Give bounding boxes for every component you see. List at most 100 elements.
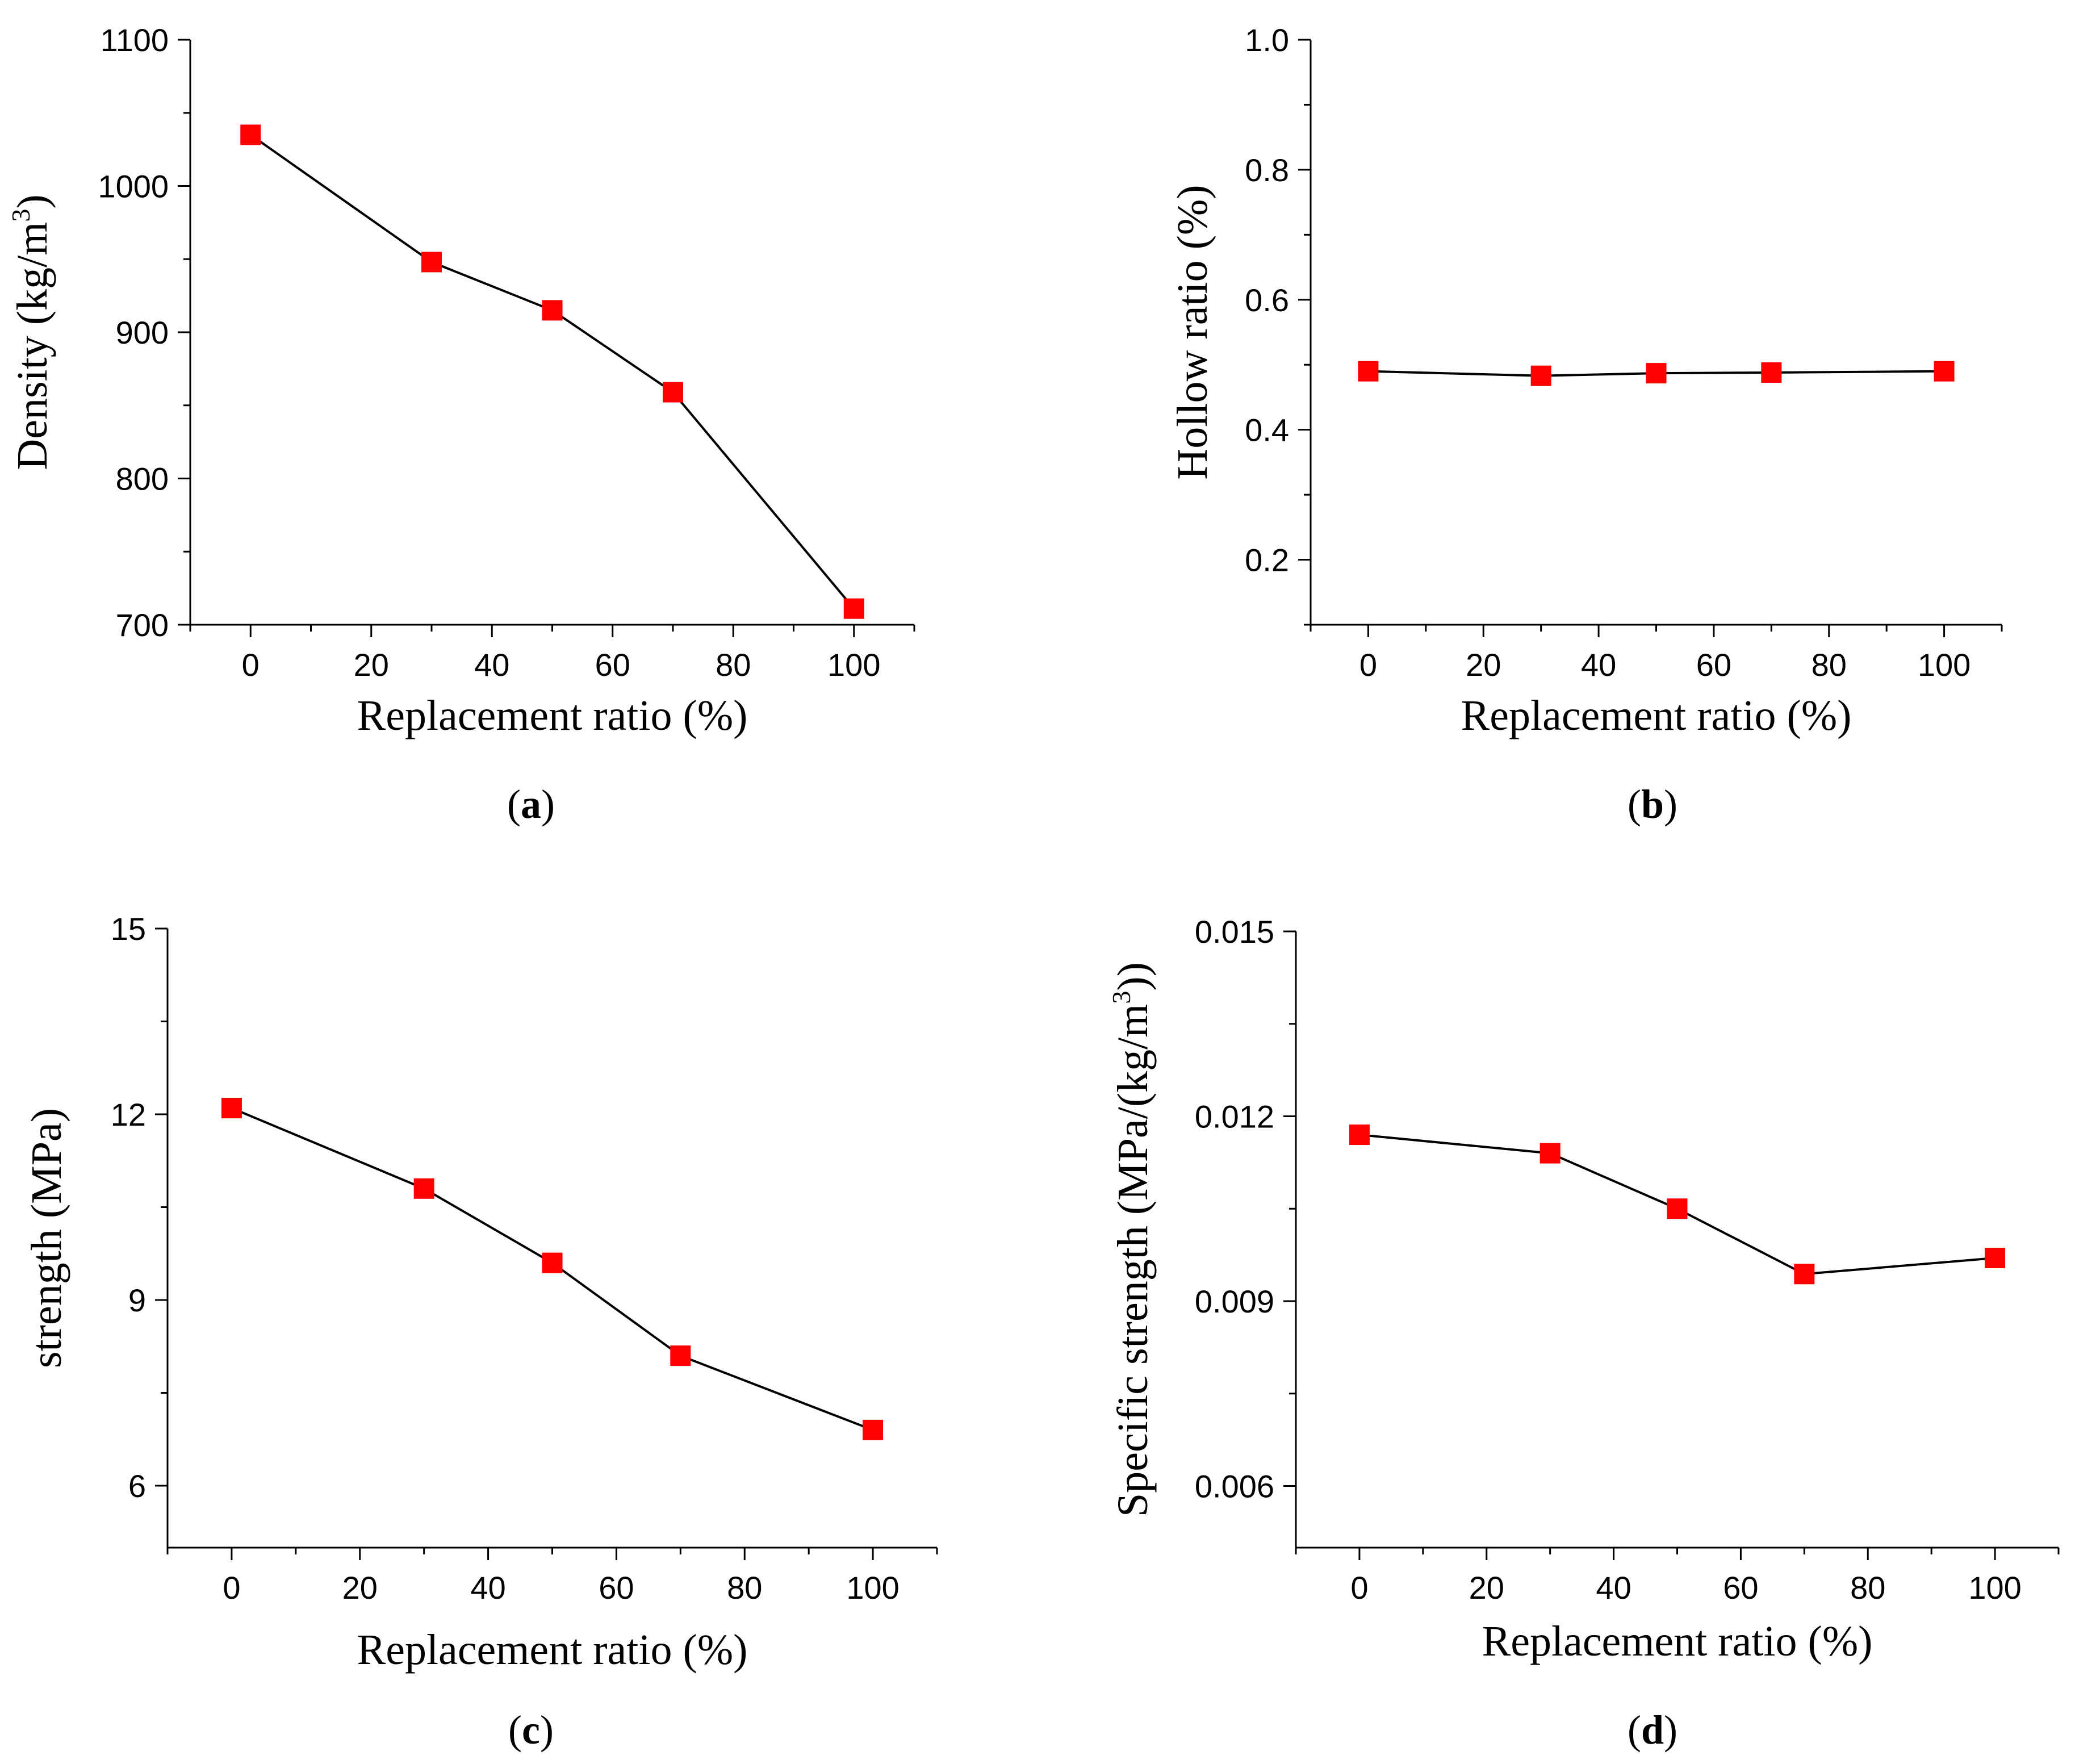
y-axis-label: Density (kg/m3) bbox=[6, 194, 56, 470]
data-point-marker bbox=[221, 1098, 242, 1119]
x-axis-label: Replacement ratio (%) bbox=[1461, 692, 1852, 739]
data-point-marker bbox=[542, 1252, 563, 1273]
y-tick-label: 900 bbox=[116, 315, 169, 350]
x-tick-label: 20 bbox=[1469, 1570, 1504, 1606]
panel-label-letter: d bbox=[1641, 1707, 1664, 1753]
data-point-marker bbox=[542, 300, 563, 321]
data-point-marker bbox=[1539, 1143, 1561, 1164]
data-point-marker bbox=[1985, 1248, 2006, 1269]
chart-panel-b: 0 20 40 60 80 100 0.2 0.4 0.6 0.8 1.0 Replacement r… bbox=[1169, 22, 2003, 827]
y-tick-label: 15 bbox=[111, 911, 146, 947]
y-axis-label: strength (MPa) bbox=[23, 1108, 70, 1368]
data-point-marker bbox=[421, 252, 442, 273]
panel-label: (b) bbox=[1628, 781, 1677, 827]
data-point-marker bbox=[1667, 1198, 1688, 1219]
y-tick-label: 1100 bbox=[101, 22, 169, 58]
x-tick-label: 80 bbox=[716, 647, 751, 683]
y-tick-label: 800 bbox=[116, 461, 169, 497]
x-tick-label: 40 bbox=[474, 647, 509, 683]
y-tick-label: 0.006 bbox=[1195, 1469, 1274, 1504]
x-tick-label: 20 bbox=[1466, 647, 1501, 683]
y-tick-label: 0.4 bbox=[1245, 412, 1289, 448]
panel-label-close: ) bbox=[1664, 1707, 1677, 1753]
x-tick-label: 60 bbox=[1696, 647, 1731, 683]
x-tick-label: 0 bbox=[223, 1570, 240, 1606]
panel-label-open: ( bbox=[507, 781, 521, 827]
data-point-marker bbox=[1358, 361, 1379, 382]
y-axis-label-main: Density (kg/m bbox=[9, 222, 56, 470]
panel-label: (d) bbox=[1628, 1707, 1677, 1753]
series-line bbox=[250, 133, 855, 609]
data-point-marker bbox=[240, 124, 261, 145]
y-tick-label: 0.015 bbox=[1195, 914, 1274, 950]
y-tick-label: 6 bbox=[128, 1468, 146, 1504]
chart-panel-a: 0 20 40 60 80 100 700 800 900 1000 1100 Replacement… bbox=[6, 22, 915, 827]
y-axis-label: Specific strength (MPa/(kg/m3)) bbox=[1107, 962, 1157, 1517]
data-point-marker bbox=[663, 382, 683, 403]
y-axis-label-tail: ) bbox=[9, 194, 56, 208]
x-tick-label: 100 bbox=[1918, 647, 1971, 683]
panel-label-letter: a bbox=[521, 781, 541, 827]
x-axis-label: Replacement ratio (%) bbox=[357, 692, 748, 739]
x-axis-label: Replacement ratio (%) bbox=[1482, 1617, 1873, 1665]
y-axis-label-main: strength (MPa) bbox=[23, 1108, 70, 1368]
x-tick-label: 100 bbox=[846, 1570, 899, 1606]
data-point-marker bbox=[843, 598, 864, 619]
x-tick-label: 100 bbox=[1968, 1570, 2021, 1606]
chart-panel-c: 0 20 40 60 80 100 6 9 12 15 Replacement ratio (%) s… bbox=[23, 911, 938, 1753]
x-tick-label: 60 bbox=[595, 647, 630, 683]
y-axis-label-superscript: 3 bbox=[1107, 991, 1136, 1004]
x-tick-label: 40 bbox=[1581, 647, 1616, 683]
x-tick-label: 20 bbox=[354, 647, 389, 683]
x-tick-label: 60 bbox=[599, 1570, 634, 1606]
data-point-marker bbox=[413, 1178, 434, 1199]
y-axis-label: Hollow ratio (%) bbox=[1169, 185, 1216, 479]
x-tick-label: 40 bbox=[470, 1570, 505, 1606]
y-axis-label-main: Specific strength (MPa/(kg/m bbox=[1109, 1004, 1157, 1517]
data-point-marker bbox=[1530, 365, 1551, 386]
panel-label-close: ) bbox=[540, 1707, 554, 1753]
x-tick-label: 80 bbox=[727, 1570, 762, 1606]
x-tick-label: 0 bbox=[1359, 647, 1377, 683]
y-tick-label: 0.2 bbox=[1245, 542, 1289, 578]
x-tick-label: 60 bbox=[1723, 1570, 1758, 1606]
y-tick-label: 1.0 bbox=[1245, 22, 1289, 58]
x-tick-label: 0 bbox=[1350, 1570, 1368, 1606]
x-tick-label: 0 bbox=[242, 647, 260, 683]
panel-label-open: ( bbox=[508, 1707, 522, 1753]
x-tick-label: 40 bbox=[1596, 1570, 1631, 1606]
y-tick-label: 12 bbox=[111, 1097, 146, 1132]
x-tick-label: 100 bbox=[827, 647, 880, 683]
panel-label: (a) bbox=[507, 781, 555, 827]
y-tick-label: 700 bbox=[116, 607, 169, 643]
y-axis-label-tail: )) bbox=[1109, 962, 1157, 991]
y-tick-label: 0.8 bbox=[1245, 152, 1289, 188]
x-tick-label: 80 bbox=[1850, 1570, 1885, 1606]
y-axis-label-superscript: 3 bbox=[6, 209, 35, 222]
x-tick-label: 20 bbox=[342, 1570, 378, 1606]
x-axis-label: Replacement ratio (%) bbox=[357, 1626, 748, 1674]
panel-label-close: ) bbox=[1664, 781, 1677, 827]
chart-panel-d: 0 20 40 60 80 100 0.006 0.009 0.012 0.015 Replacem… bbox=[1107, 914, 2060, 1753]
panel-label-open: ( bbox=[1628, 1707, 1641, 1753]
panel-label: (c) bbox=[508, 1707, 554, 1753]
data-point-marker bbox=[1646, 363, 1667, 384]
data-point-marker bbox=[1934, 361, 1955, 382]
data-point-marker bbox=[1349, 1125, 1370, 1146]
data-point-marker bbox=[1761, 362, 1782, 383]
y-tick-label: 1000 bbox=[98, 169, 169, 204]
data-point-marker bbox=[1794, 1264, 1815, 1285]
y-tick-label: 0.012 bbox=[1195, 1099, 1274, 1135]
y-tick-label: 0.6 bbox=[1245, 282, 1289, 318]
data-point-marker bbox=[670, 1345, 691, 1366]
y-tick-label: 9 bbox=[128, 1282, 146, 1318]
y-axis-label-main: Hollow ratio (%) bbox=[1169, 185, 1216, 479]
x-tick-label: 80 bbox=[1812, 647, 1847, 683]
data-point-marker bbox=[863, 1419, 884, 1440]
y-tick-label: 0.009 bbox=[1195, 1284, 1274, 1319]
panel-label-close: ) bbox=[541, 781, 555, 827]
panel-label-letter: c bbox=[522, 1707, 540, 1753]
panel-label-letter: b bbox=[1641, 781, 1664, 827]
panel-label-open: ( bbox=[1628, 781, 1641, 827]
